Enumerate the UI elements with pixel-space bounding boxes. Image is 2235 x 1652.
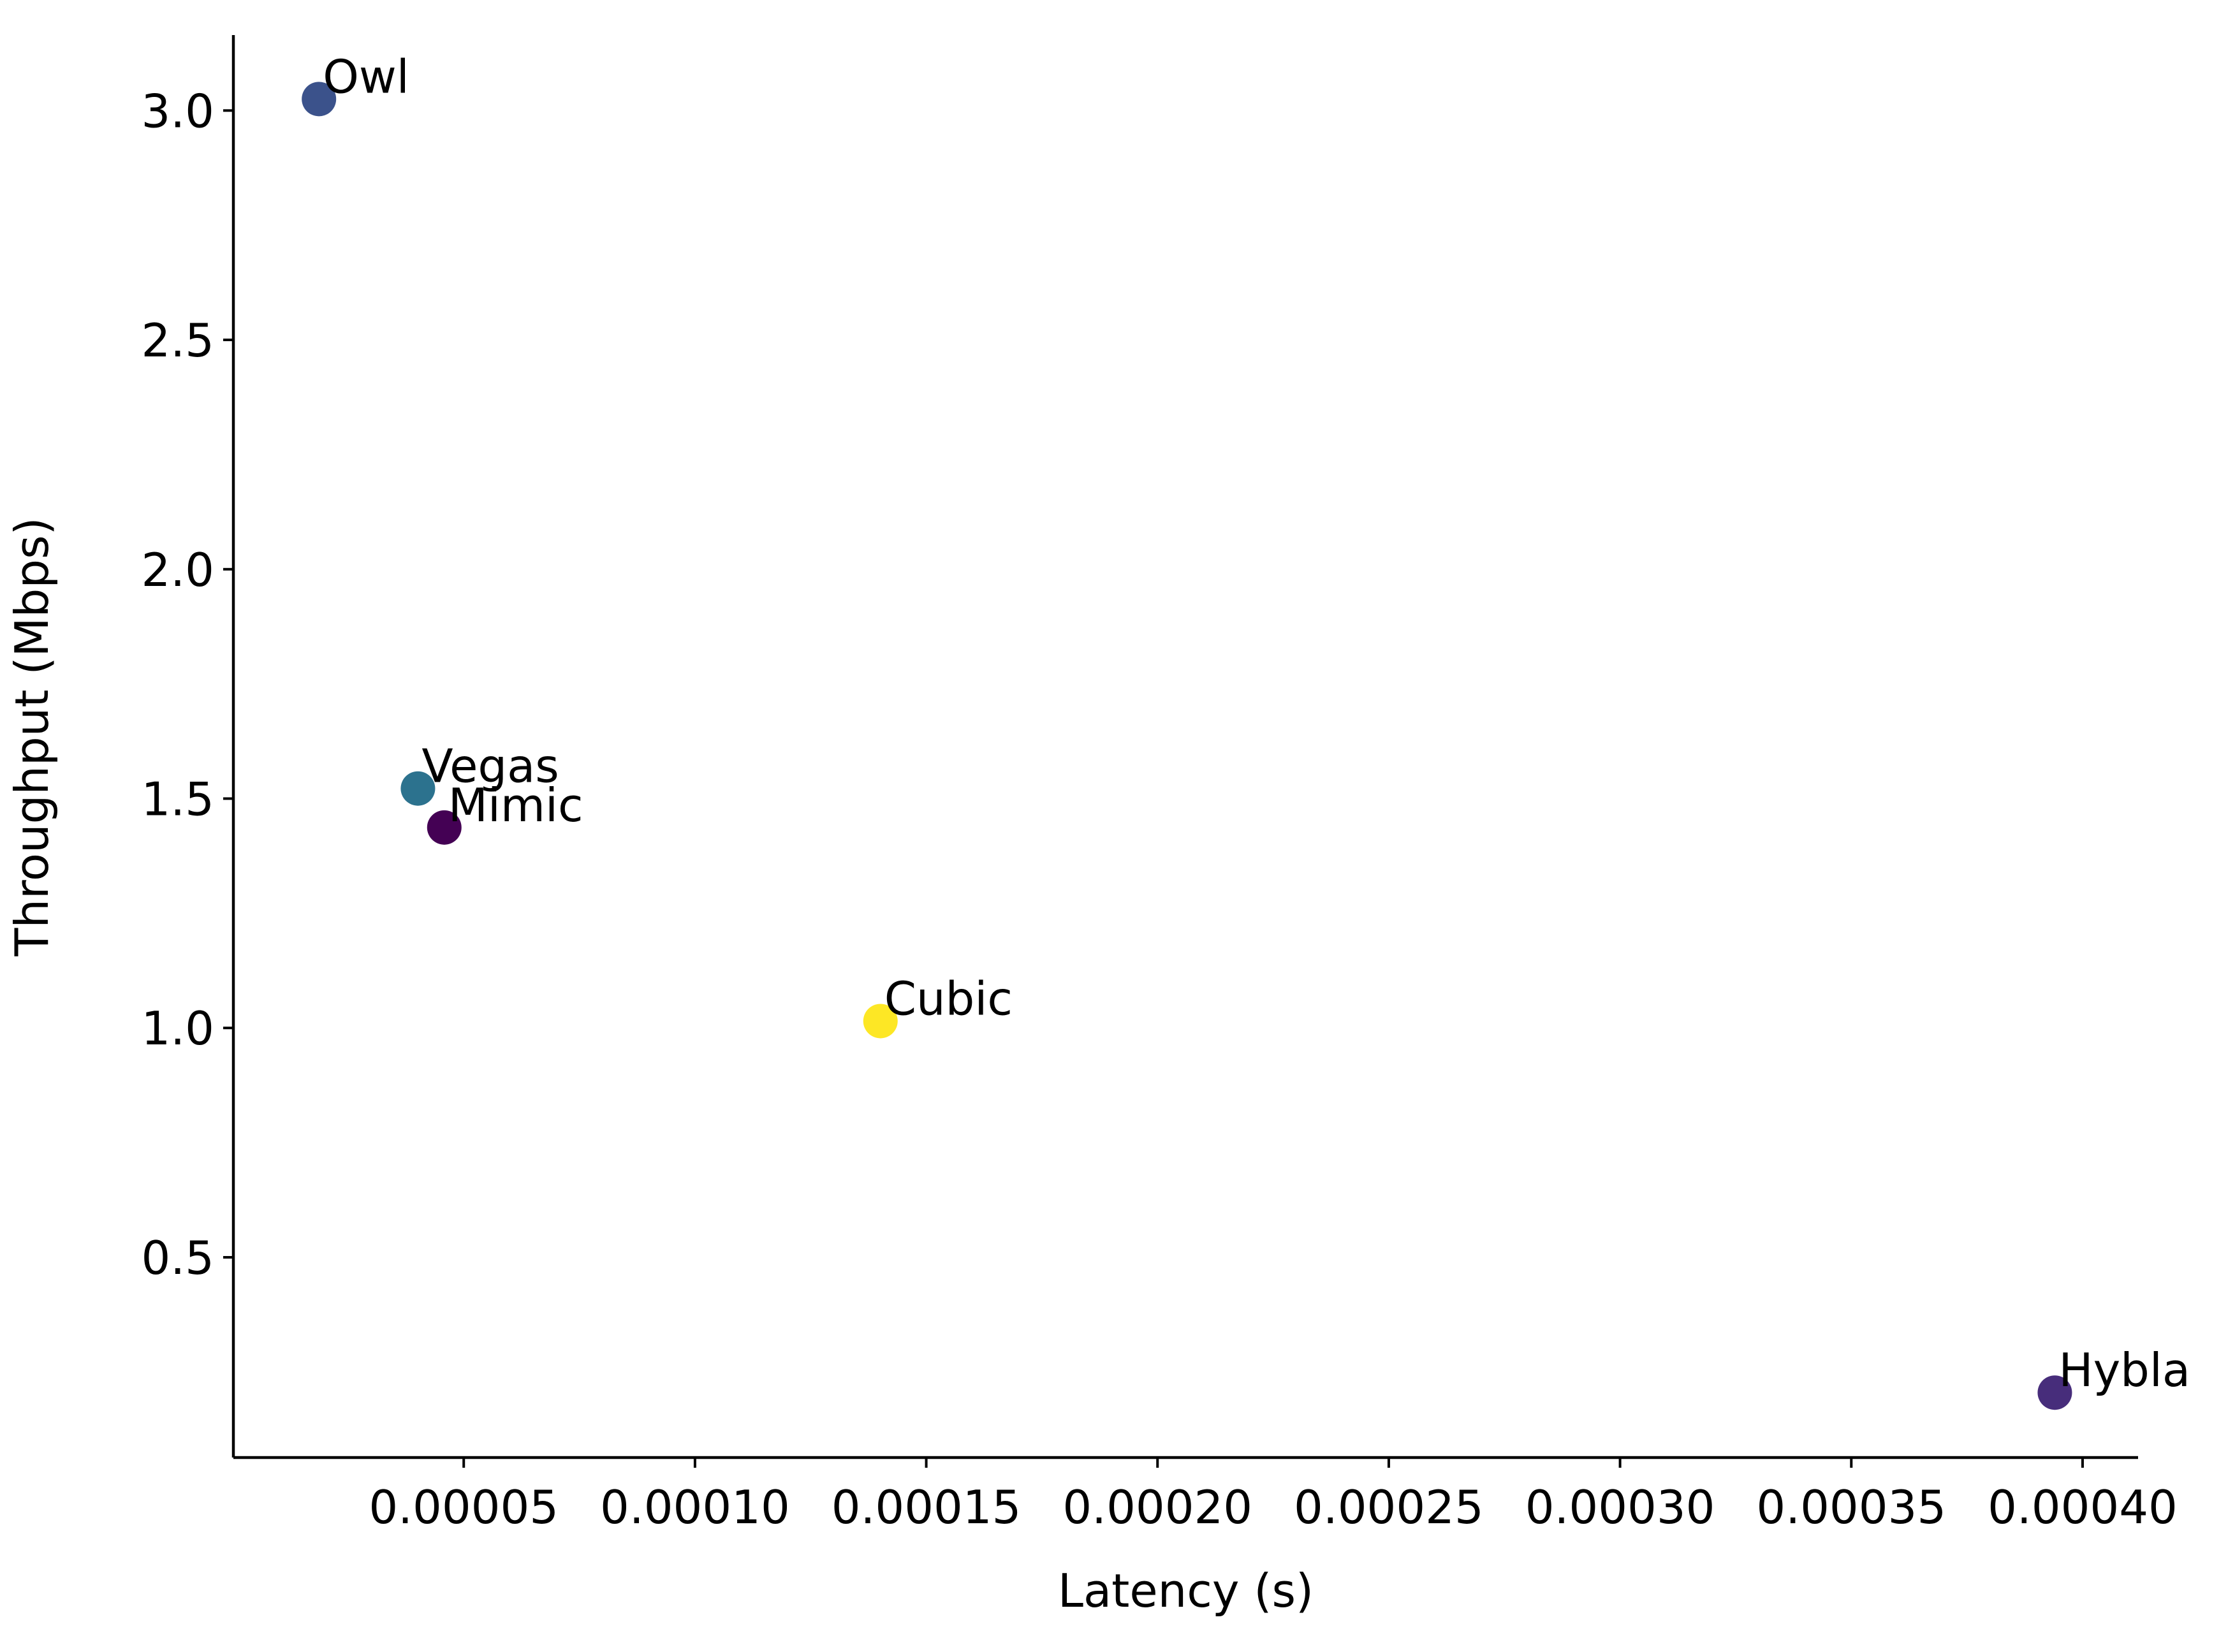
x-axis-ticks: 0.00005 0.00010 0.00015 0.00020 0.00025 0.000… bbox=[369, 1458, 2178, 1534]
point-label-mimic: Mimic bbox=[448, 778, 583, 832]
data-points bbox=[302, 82, 2072, 1410]
y-axis-ticks: 0.5 1.0 1.5 2.0 2.5 3.0 bbox=[141, 84, 233, 1285]
y-tick-label: 1.5 bbox=[141, 773, 214, 826]
data-point-owl bbox=[302, 82, 337, 117]
point-label-vegas: Vegas bbox=[421, 740, 559, 793]
x-axis-label: Latency (s) bbox=[1058, 1564, 1314, 1618]
x-tick-label: 0.00005 bbox=[369, 1480, 559, 1534]
y-tick-label: 3.0 bbox=[141, 84, 214, 138]
x-tick-label: 0.00030 bbox=[1525, 1480, 1715, 1534]
point-label-cubic: Cubic bbox=[884, 972, 1013, 1025]
y-tick-label: 1.0 bbox=[141, 1002, 214, 1055]
point-label-owl: Owl bbox=[323, 50, 409, 103]
x-tick-label: 0.00010 bbox=[600, 1480, 790, 1534]
data-point-mimic bbox=[427, 810, 462, 845]
data-point-hybla bbox=[2037, 1375, 2072, 1410]
data-point-vegas bbox=[400, 771, 436, 806]
point-label-hybla: Hybla bbox=[2058, 1343, 2190, 1397]
y-tick-label: 2.5 bbox=[141, 314, 214, 367]
x-tick-label: 0.00015 bbox=[832, 1480, 1022, 1534]
y-axis-label: Throughput (Mbps) bbox=[5, 517, 59, 956]
x-tick-label: 0.00035 bbox=[1756, 1480, 1946, 1534]
data-point-cubic bbox=[863, 1004, 898, 1039]
y-tick-label: 0.5 bbox=[141, 1231, 214, 1285]
plot-axes bbox=[231, 35, 2138, 1459]
x-tick-label: 0.00040 bbox=[1988, 1480, 2178, 1534]
y-tick-label: 2.0 bbox=[141, 543, 214, 597]
x-tick-label: 0.00025 bbox=[1294, 1480, 1484, 1534]
x-tick-label: 0.00020 bbox=[1062, 1480, 1252, 1534]
